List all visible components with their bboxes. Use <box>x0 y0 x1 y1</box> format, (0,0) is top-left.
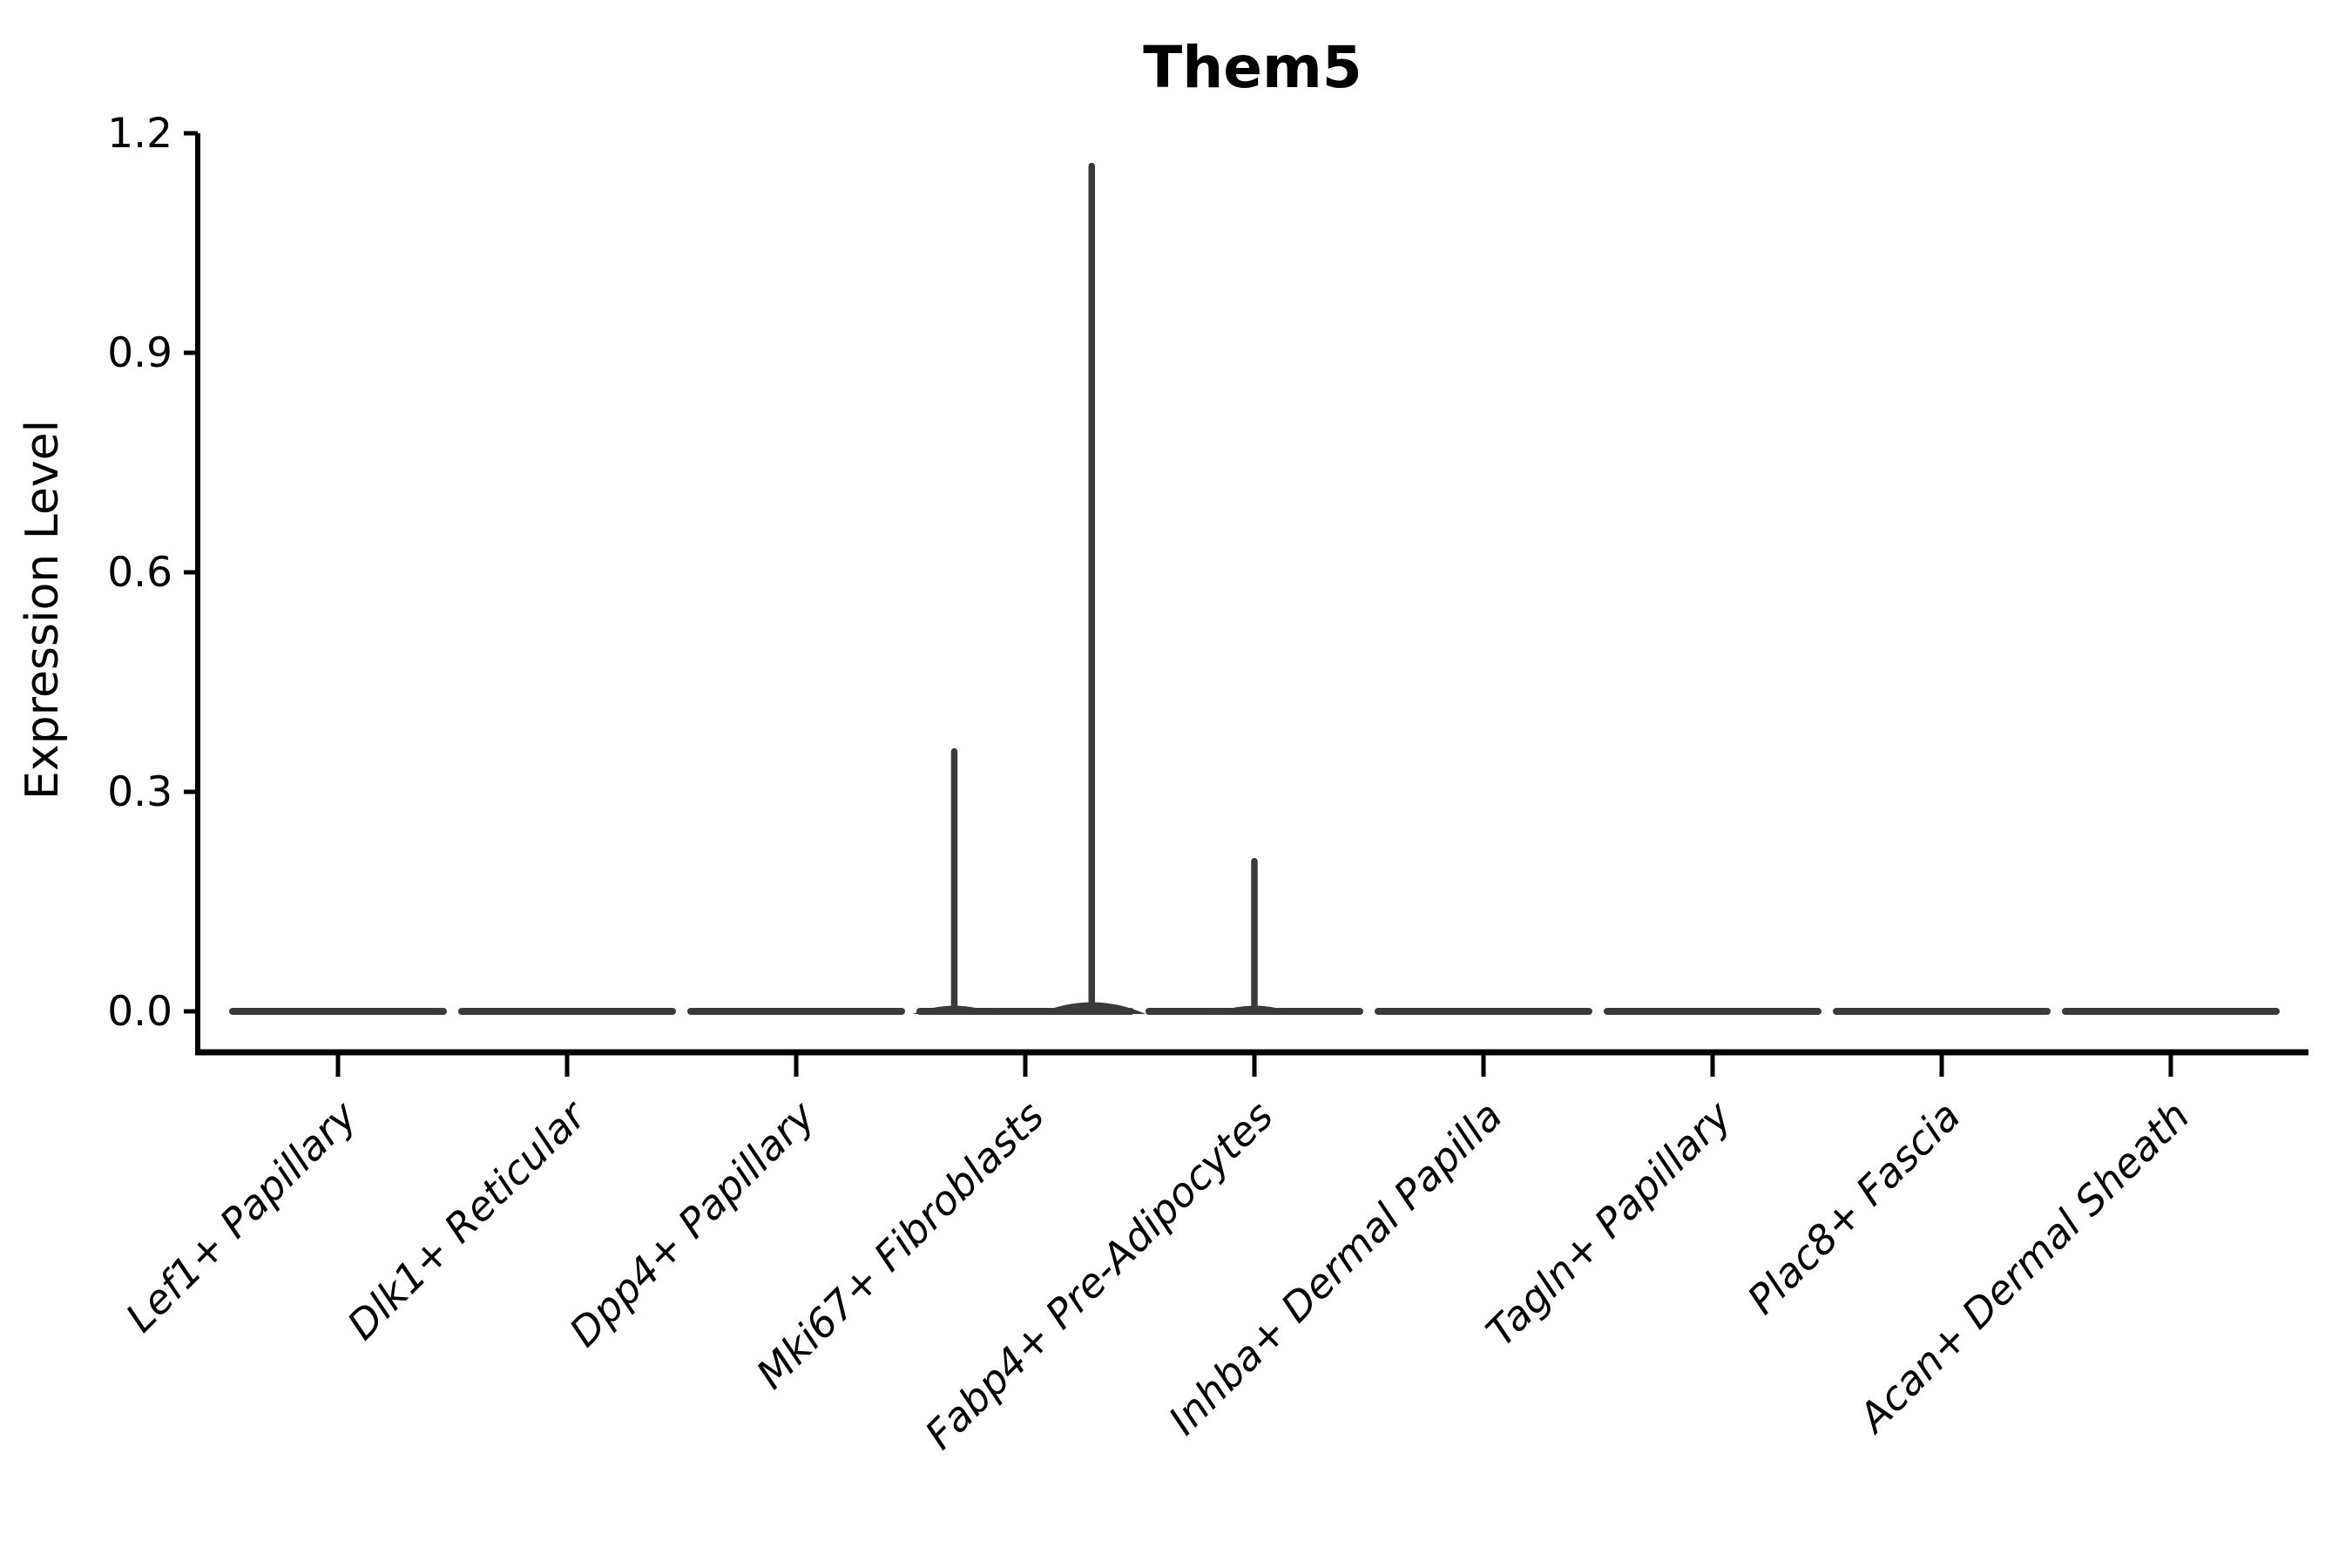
y-axis-ticks: 0.0 0.3 0.6 0.9 1.2 <box>107 110 198 1036</box>
y-tick-label: 1.2 <box>107 110 172 158</box>
violins <box>229 162 2280 1015</box>
chart-title: Them5 <box>1143 34 1362 101</box>
y-tick-label: 0.3 <box>107 768 172 816</box>
y-tick-label: 0.9 <box>107 329 172 377</box>
y-axis-label: Expression Level <box>17 420 69 800</box>
y-tick-label: 0.0 <box>107 988 172 1036</box>
y-tick-label: 0.6 <box>107 549 172 597</box>
